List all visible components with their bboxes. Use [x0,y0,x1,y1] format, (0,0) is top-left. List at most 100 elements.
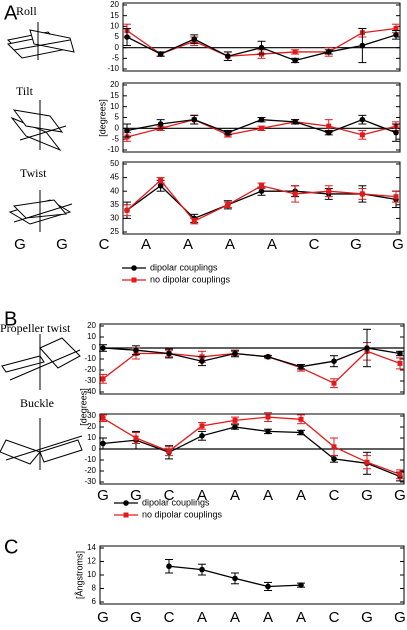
data-point [298,429,304,436]
data-point [232,575,238,582]
x-tick-label: A [197,487,207,504]
data-point [199,423,205,429]
data-point [166,563,172,570]
data-point [326,123,332,129]
x-tick-label: G [97,487,109,504]
data-point [258,188,265,194]
base-label: G [56,236,68,253]
base-label: G [14,236,26,253]
data-point [364,345,370,351]
series-line [102,350,401,384]
y-tick-label: 6 [92,597,97,606]
series-line [102,426,401,478]
twist-illustration [8,190,73,232]
data-point [124,127,130,134]
data-point [166,350,172,357]
data-point [298,416,304,422]
data-point [359,132,365,138]
y-axis-label: [degrees] [97,99,107,137]
data-point [292,119,298,125]
panel-label: C [4,536,18,558]
base-label: A [183,236,193,253]
y-tick-label: 25 [110,227,119,236]
data-point [265,414,271,420]
data-point [259,183,264,189]
x-tick-label: A [197,609,207,626]
data-point [225,129,231,136]
data-point [393,32,399,38]
data-point [331,358,337,365]
y-tick-label: 20 [87,321,96,330]
y-tick-label: 30 [87,411,96,420]
data-point [157,51,164,57]
y-tick-label: 0 [115,43,120,52]
y-tick-label: -20 [84,466,96,475]
y-tick-label: -40 [84,387,96,396]
data-point [157,121,164,127]
y-axis-label: [Ångstroms] [74,551,84,599]
data-point [292,49,298,55]
propeller-illustration [1,334,81,390]
data-point [133,435,139,441]
base-label: A [141,236,151,253]
y-tick-label: -10 [84,354,96,363]
data-point [232,350,238,357]
y-tick-label: 14 [87,543,96,552]
data-point [325,49,332,55]
x-tick-label: G [394,487,406,504]
data-point [100,440,106,447]
y-tick-label: 35 [110,200,119,209]
series-line [102,347,401,368]
data-point [258,116,265,123]
data-point [292,191,298,197]
data-point [225,202,231,208]
legend-label: dipolar couplings [142,497,210,507]
data-point [199,358,205,365]
data-point [265,428,271,435]
chart-title: Propeller twist [0,321,71,335]
data-point [133,347,139,354]
data-point [364,459,370,465]
y-tick-label: 20 [110,80,119,89]
legend-marker [123,500,129,506]
data-point [393,129,399,136]
y-tick-label: 8 [92,584,97,593]
legend-label: no dipolar couplings [150,274,231,284]
data-point [166,448,172,454]
data-point [124,34,130,40]
base-label: C [309,236,320,253]
chart-title: Twist [20,166,47,180]
y-tick-label: 10 [110,102,119,111]
y-axis-label: [degrees] [78,388,88,426]
data-point [331,380,337,386]
y-tick-label: -10 [84,455,96,464]
x-tick-label: A [230,609,240,626]
data-point [331,456,337,462]
y-tick-label: -10 [107,145,119,154]
data-point [331,444,337,450]
data-point [232,424,238,430]
data-point [325,129,332,136]
y-tick-label: 5 [115,113,120,122]
y-tick-label: -10 [107,64,119,73]
data-point [359,42,366,49]
data-point [298,363,304,370]
x-tick-label: C [329,609,340,626]
y-tick-label: 0 [92,444,97,453]
y-tick-label: 30 [110,214,119,223]
plot-frame [99,545,405,605]
base-label: G [350,236,362,253]
data-point [191,116,198,123]
y-tick-label: 0 [92,343,97,352]
data-point [259,125,264,131]
y-tick-label: 10 [87,433,96,442]
data-point [258,44,265,51]
y-tick-label: 40 [110,186,119,195]
data-point [199,566,205,573]
base-label: A [225,236,235,253]
roll-illustration [6,22,75,60]
y-tick-label: 10 [87,570,96,579]
x-tick-label: G [361,609,373,626]
base-label: G [392,236,404,253]
